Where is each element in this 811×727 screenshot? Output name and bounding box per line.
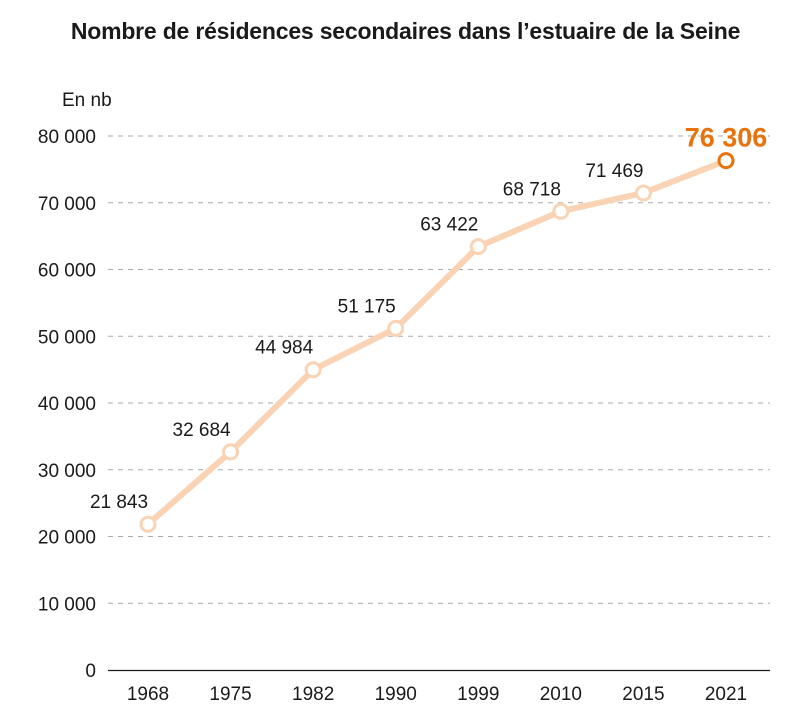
- data-point: [552, 202, 570, 220]
- chart-title: Nombre de résidences secondaires dans l’…: [70, 18, 741, 44]
- data-label: 71 469: [585, 161, 643, 182]
- data-label: 68 718: [503, 179, 561, 200]
- data-label: 51 175: [338, 296, 396, 317]
- y-tick-label: 80 000: [38, 127, 96, 148]
- x-tick-label: 2010: [540, 684, 582, 705]
- data-label: 32 684: [173, 420, 232, 441]
- gridlines: [108, 135, 770, 604]
- x-tick-label: 1975: [209, 684, 251, 705]
- data-points: [139, 152, 735, 533]
- data-label: 21 843: [90, 492, 148, 513]
- series-line: [145, 157, 729, 528]
- x-tick-label: 1982: [292, 684, 334, 705]
- y-tick-label: 40 000: [38, 394, 96, 415]
- y-tick-label: 50 000: [38, 327, 96, 348]
- data-label: 63 422: [420, 215, 478, 236]
- y-tick-label: 20 000: [38, 528, 96, 549]
- axes: 0 10 000 20 000 30 000 40 000 50 000 60 000 70 …: [38, 127, 770, 705]
- x-tick-label: 1999: [457, 684, 499, 705]
- y-tick-label: 60 000: [38, 261, 96, 282]
- data-point: [304, 361, 322, 379]
- series-line-path: [145, 157, 729, 528]
- y-tick-label: 10 000: [38, 594, 96, 615]
- data-point-highlight: [717, 152, 735, 170]
- y-axis-unit-label: En nb: [62, 90, 112, 111]
- x-tick-label: 2015: [622, 684, 664, 705]
- data-label: 44 984: [255, 338, 314, 359]
- data-point: [222, 443, 240, 461]
- x-tick-label: 1990: [375, 684, 417, 705]
- y-tick-label: 0: [85, 661, 96, 682]
- data-point: [139, 515, 157, 533]
- data-label-highlight: 76 306: [685, 123, 768, 153]
- data-labels: 21 843 32 684 44 984 51 175 63 422 68 718 71 4…: [90, 123, 767, 514]
- data-point: [634, 184, 652, 202]
- data-point: [469, 238, 487, 256]
- x-tick-label: 1968: [127, 684, 169, 705]
- x-tick-label: 2021: [705, 684, 747, 705]
- y-tick-label: 70 000: [38, 194, 96, 215]
- y-tick-label: 30 000: [38, 461, 96, 482]
- data-point: [387, 319, 405, 337]
